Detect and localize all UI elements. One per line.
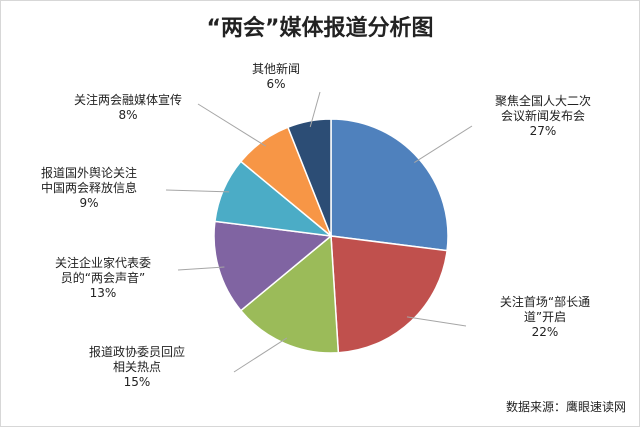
slice-percent: 8% <box>118 108 138 122</box>
slice-label: 关注首场“部长通 道”开启 22% <box>470 295 620 340</box>
slice-label: 其他新闻 6% <box>226 62 326 92</box>
pie-slice <box>213 220 333 312</box>
slice-label: 报道政协委员回应 相关热点 15% <box>62 345 212 390</box>
slice-label: 关注两会融媒体宣传 8% <box>48 93 208 123</box>
leader-line <box>197 103 267 147</box>
data-source: 数据来源：鹰眼速读网 <box>505 400 626 414</box>
slice-label-line: 聚焦全国人大二次 <box>494 94 591 108</box>
slice-percent: 22% <box>531 325 559 339</box>
slice-label-line: 报道政协委员回应 <box>88 345 185 359</box>
slice-label-line: 报道国外舆论关注 <box>40 166 137 180</box>
slice-label-line: 相关热点 <box>112 360 161 374</box>
slice-label-line: 中国两会释放信息 <box>40 181 137 195</box>
pie-slice <box>239 234 340 354</box>
slice-label-line: 其他新闻 <box>251 62 300 76</box>
slice-label: 聚焦全国人大二次 会议新闻发布会 27% <box>468 94 618 139</box>
slice-label-line: 关注企业家代表委 <box>54 256 151 270</box>
slice-percent: 27% <box>529 124 557 138</box>
leader-line <box>414 125 473 164</box>
slice-percent: 15% <box>123 375 151 389</box>
leader-line <box>309 91 321 128</box>
pie-slice <box>330 235 448 354</box>
slice-label: 报道国外舆论关注 中国两会释放信息 9% <box>14 166 164 211</box>
leader-line <box>233 337 288 373</box>
slice-label-line: 员的“两会声音” <box>60 271 146 285</box>
slice-label-line: 会议新闻发布会 <box>500 109 585 123</box>
pie-slice <box>286 118 332 237</box>
chart-title: “两会”媒体报道分析图 <box>206 16 434 41</box>
slice-label-line: 关注两会融媒体宣传 <box>73 93 182 107</box>
leader-line <box>406 316 467 327</box>
slice-percent: 6% <box>266 77 286 91</box>
leader-line <box>177 266 225 271</box>
leader-line <box>165 189 230 193</box>
slice-label-line: 关注首场“部长通 <box>499 295 591 309</box>
pie-slice <box>330 118 449 252</box>
slice-label: 关注企业家代表委 员的“两会声音” 13% <box>28 256 178 301</box>
slice-label-line: 道”开启 <box>523 310 567 324</box>
slice-percent: 13% <box>89 286 117 300</box>
slice-percent: 9% <box>79 196 99 210</box>
